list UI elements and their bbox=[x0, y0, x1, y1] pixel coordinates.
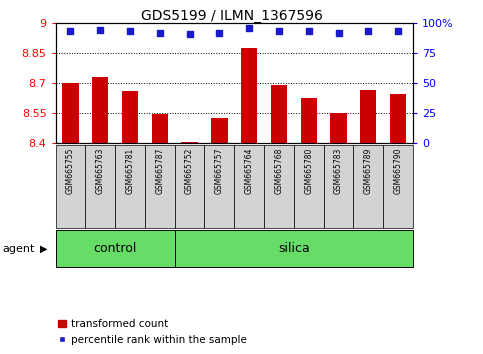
Bar bbox=[152, 114, 168, 143]
Text: GSM665757: GSM665757 bbox=[215, 148, 224, 194]
Bar bbox=[62, 83, 79, 143]
Text: GSM665787: GSM665787 bbox=[156, 148, 164, 194]
Point bbox=[245, 25, 253, 31]
Bar bbox=[390, 94, 406, 143]
Text: ▶: ▶ bbox=[40, 244, 47, 254]
Point bbox=[335, 30, 342, 35]
Bar bbox=[182, 142, 198, 143]
FancyBboxPatch shape bbox=[115, 145, 145, 228]
Text: GDS5199 / ILMN_1367596: GDS5199 / ILMN_1367596 bbox=[141, 9, 323, 23]
FancyBboxPatch shape bbox=[264, 145, 294, 228]
Point bbox=[67, 29, 74, 34]
FancyBboxPatch shape bbox=[175, 145, 204, 228]
Legend: transformed count, percentile rank within the sample: transformed count, percentile rank withi… bbox=[54, 315, 251, 349]
Text: agent: agent bbox=[2, 244, 35, 254]
Bar bbox=[300, 98, 317, 143]
FancyBboxPatch shape bbox=[234, 145, 264, 228]
Text: GSM665768: GSM665768 bbox=[274, 148, 284, 194]
Point bbox=[305, 29, 313, 34]
FancyBboxPatch shape bbox=[294, 145, 324, 228]
FancyBboxPatch shape bbox=[56, 230, 175, 267]
Point bbox=[364, 29, 372, 34]
Text: silica: silica bbox=[278, 242, 310, 255]
Point bbox=[215, 30, 223, 35]
Point bbox=[275, 29, 283, 34]
Text: GSM665764: GSM665764 bbox=[245, 148, 254, 194]
Point bbox=[156, 30, 164, 35]
Text: GSM665781: GSM665781 bbox=[126, 148, 134, 194]
Point bbox=[126, 29, 134, 34]
Bar bbox=[271, 85, 287, 143]
FancyBboxPatch shape bbox=[175, 230, 413, 267]
Bar bbox=[211, 118, 227, 143]
FancyBboxPatch shape bbox=[56, 145, 85, 228]
Point bbox=[394, 29, 402, 34]
FancyBboxPatch shape bbox=[145, 145, 175, 228]
Point bbox=[185, 31, 193, 37]
Point bbox=[97, 27, 104, 33]
Bar bbox=[360, 90, 376, 143]
FancyBboxPatch shape bbox=[204, 145, 234, 228]
Bar bbox=[92, 77, 108, 143]
Text: GSM665790: GSM665790 bbox=[394, 148, 402, 194]
Text: GSM665783: GSM665783 bbox=[334, 148, 343, 194]
FancyBboxPatch shape bbox=[354, 145, 383, 228]
Text: GSM665755: GSM665755 bbox=[66, 148, 75, 194]
Bar bbox=[330, 113, 347, 143]
Text: GSM665763: GSM665763 bbox=[96, 148, 105, 194]
Text: GSM665752: GSM665752 bbox=[185, 148, 194, 194]
FancyBboxPatch shape bbox=[85, 145, 115, 228]
FancyBboxPatch shape bbox=[324, 145, 354, 228]
Bar bbox=[122, 91, 138, 143]
FancyBboxPatch shape bbox=[383, 145, 413, 228]
Text: GSM665789: GSM665789 bbox=[364, 148, 373, 194]
Text: control: control bbox=[93, 242, 137, 255]
Bar bbox=[241, 48, 257, 143]
Text: GSM665780: GSM665780 bbox=[304, 148, 313, 194]
